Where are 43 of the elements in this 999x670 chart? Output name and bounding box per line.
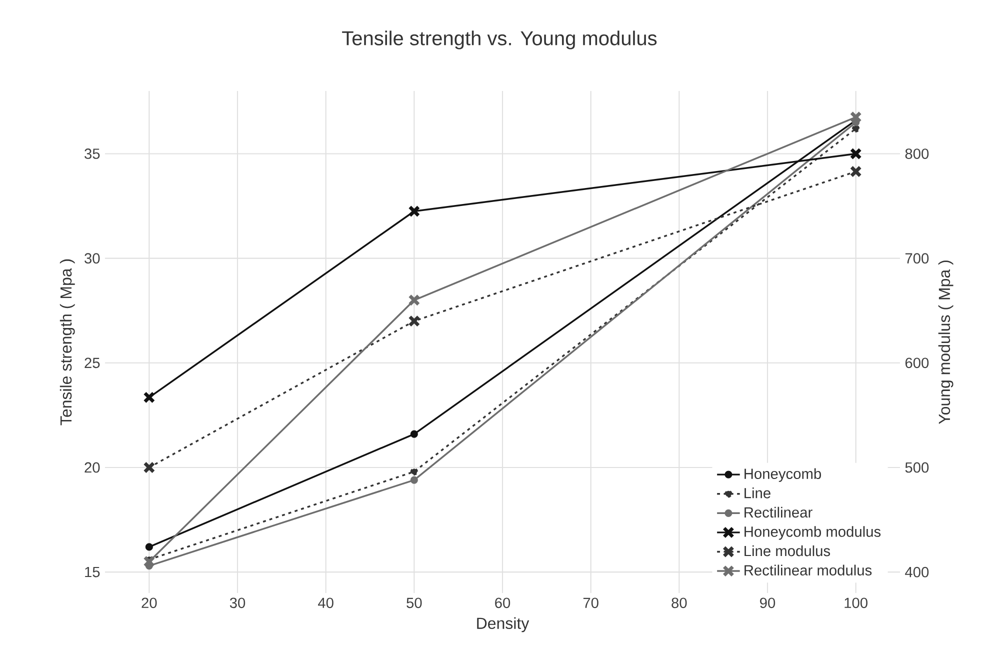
y-tick-label: 30 [84,253,100,264]
y-tick-label: 20 [84,462,100,473]
x-axis-title: Density [477,617,530,632]
point [410,430,418,438]
point [850,166,862,178]
y2-tick-label: 600 [905,358,929,368]
x-tick-label: 70 [583,598,598,608]
x-tick-label: 80 [672,598,687,608]
legend-label: Line modulus [744,545,830,556]
point [410,468,418,476]
point [143,391,156,404]
legend-label: Line [744,488,770,498]
y-tick-label: 15 [85,566,100,578]
point [143,462,156,474]
point [408,205,420,218]
y-axis-title: Tensile strength ( Mpa ) [60,259,75,426]
x-tick-label: 100 [844,598,868,608]
point [852,124,860,132]
x-tick-label: 20 [142,598,157,608]
legend-label: Honeycomb [744,468,821,482]
y-tick-label: 35 [84,148,100,159]
y2-tick-label: 800 [905,148,929,159]
point [408,294,420,306]
y2-tick-label: 500 [905,462,929,473]
x-tick-label: 50 [406,598,422,608]
point [143,556,156,568]
point [850,111,862,124]
y2-tick-label: 400 [905,566,929,578]
point [850,148,862,160]
legend-label: Rectilinear [744,506,812,518]
chart-title: Tensile strength vs. Young modulus [342,30,657,50]
legend-label: Rectilinear modulus [744,564,872,576]
x-tick-label: 30 [230,598,246,608]
point [145,543,153,551]
point [410,476,418,484]
point [408,315,420,328]
y2-tick-label: 700 [905,253,929,264]
y-tick-label: 25 [84,358,100,368]
legend-label: Honeycomb modulus [744,526,881,540]
x-tick-label: 60 [495,598,510,608]
x-tick-label: 40 [318,598,334,608]
x-tick-label: 90 [760,598,776,608]
y2-axis-title: Young modulus ( Mpa ) [938,260,954,424]
